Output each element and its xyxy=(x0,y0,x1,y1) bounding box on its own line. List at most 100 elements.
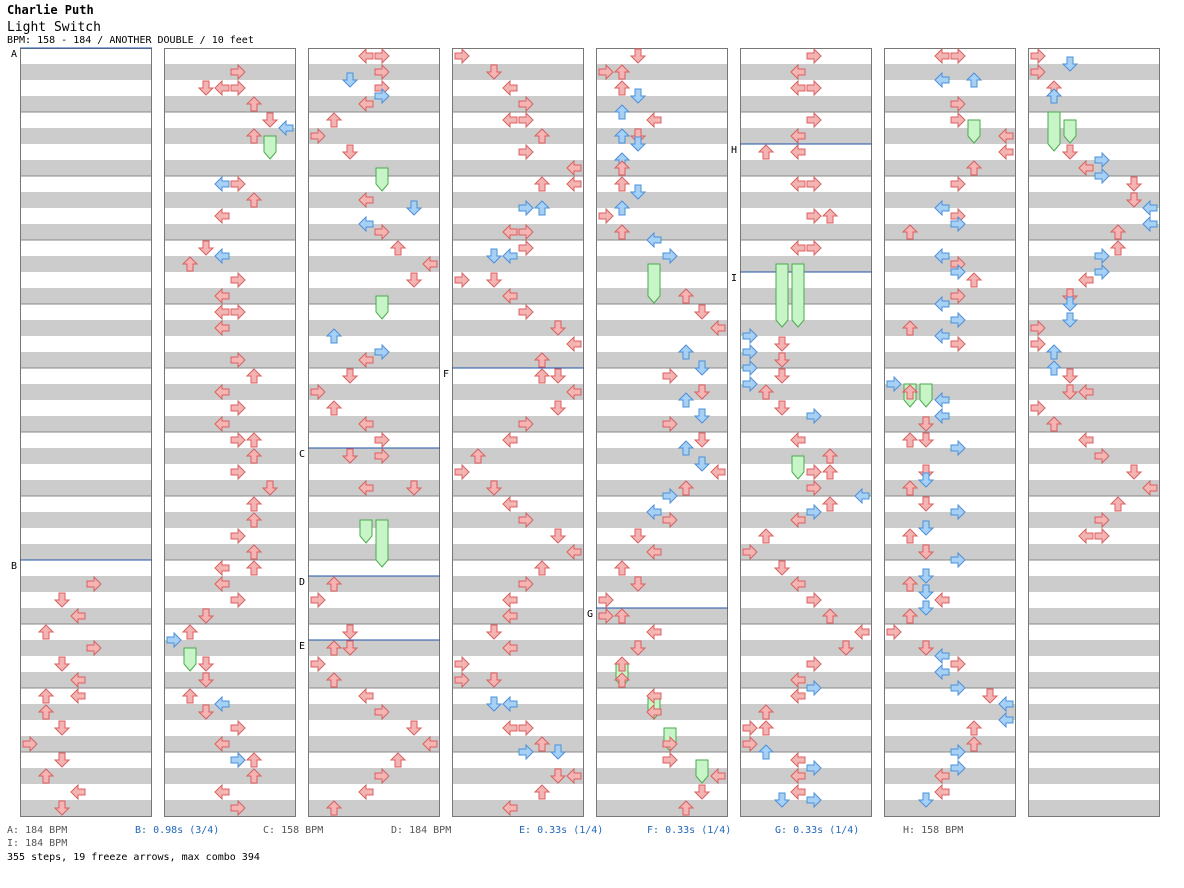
beat-stripe xyxy=(884,576,1016,592)
step-arrow xyxy=(197,704,215,720)
step-arrow xyxy=(245,752,263,768)
step-arrow xyxy=(518,575,534,593)
beat-stripe xyxy=(164,512,296,528)
step-arrow xyxy=(1109,496,1127,512)
step-arrow xyxy=(806,479,822,497)
step-arrow xyxy=(790,127,806,145)
step-arrow xyxy=(341,72,359,88)
step-arrow xyxy=(278,119,294,137)
step-arrow xyxy=(518,223,534,241)
step-arrow xyxy=(1061,312,1079,328)
step-arrow xyxy=(629,640,647,656)
step-arrow xyxy=(518,511,534,529)
step-arrow xyxy=(1078,527,1094,545)
step-arrow xyxy=(1030,319,1046,337)
step-arrow xyxy=(901,384,919,400)
beat-stripe xyxy=(164,576,296,592)
beat-stripe xyxy=(308,576,440,592)
step-arrow xyxy=(1094,247,1110,265)
beat-stripe xyxy=(20,128,152,144)
step-arrow xyxy=(1094,167,1110,185)
step-arrow xyxy=(405,272,423,288)
speed-marker-label: D xyxy=(299,577,305,588)
beat-stripe xyxy=(740,160,872,176)
step-arrow xyxy=(950,311,966,329)
step-arrow xyxy=(70,671,86,689)
beat-stripe xyxy=(164,640,296,656)
step-arrow xyxy=(214,735,230,753)
footer-d: D: 184 BPM xyxy=(391,825,452,836)
beat-stripe xyxy=(740,320,872,336)
beat-stripe xyxy=(1028,544,1160,560)
step-arrow xyxy=(374,79,390,97)
beat-stripe xyxy=(308,448,440,464)
beat-stripe xyxy=(884,800,1016,816)
chart-column xyxy=(452,48,584,817)
beat-stripe xyxy=(20,704,152,720)
footer-c: C: 158 BPM xyxy=(263,825,324,836)
step-arrow xyxy=(37,688,55,704)
step-arrow xyxy=(310,383,326,401)
beat-stripe xyxy=(596,480,728,496)
beat-stripe xyxy=(596,576,728,592)
step-arrow xyxy=(677,480,695,496)
beat-stripe xyxy=(164,736,296,752)
step-arrow xyxy=(374,447,390,465)
step-arrow xyxy=(230,351,246,369)
chart-info: BPM: 158 - 184 / ANOTHER DOUBLE / 10 fee… xyxy=(7,35,254,46)
step-arrow xyxy=(214,247,230,265)
beat-stripe xyxy=(740,384,872,400)
step-arrow xyxy=(917,792,935,808)
step-arrow xyxy=(358,215,374,233)
step-arrow xyxy=(806,679,822,697)
beat-stripe xyxy=(20,672,152,688)
beat-stripe xyxy=(884,768,1016,784)
freeze-arrow xyxy=(775,263,789,328)
step-arrow xyxy=(742,719,758,737)
beat-stripe xyxy=(20,256,152,272)
beat-stripe xyxy=(164,544,296,560)
beat-stripe xyxy=(884,704,1016,720)
step-arrow xyxy=(181,688,199,704)
step-arrow xyxy=(86,575,102,593)
beat-stripe xyxy=(596,96,728,112)
step-arrow xyxy=(646,703,662,721)
step-arrow xyxy=(598,591,614,609)
beat-stripe xyxy=(452,416,584,432)
step-arrow xyxy=(533,368,551,384)
beat-stripe xyxy=(20,224,152,240)
step-arrow xyxy=(230,271,246,289)
beat-stripe xyxy=(740,608,872,624)
beat-stripe xyxy=(164,224,296,240)
step-arrow xyxy=(1078,159,1094,177)
step-arrow xyxy=(1094,511,1110,529)
step-arrow xyxy=(806,111,822,129)
step-arrow xyxy=(230,79,246,97)
step-arrow xyxy=(806,759,822,777)
beat-stripe xyxy=(884,320,1016,336)
beat-stripe xyxy=(20,352,152,368)
step-arrow xyxy=(245,368,263,384)
beat-stripe xyxy=(452,800,584,816)
footer-i: I: 184 BPM xyxy=(7,838,68,849)
step-arrow xyxy=(965,72,983,88)
step-arrow xyxy=(358,351,374,369)
step-arrow xyxy=(1094,527,1110,545)
step-arrow xyxy=(358,479,374,497)
step-arrow xyxy=(1125,192,1143,208)
beat-stripe xyxy=(308,384,440,400)
step-arrow xyxy=(693,360,711,376)
beat-stripe xyxy=(164,96,296,112)
step-arrow xyxy=(646,543,662,561)
step-arrow xyxy=(629,184,647,200)
beat-stripe xyxy=(740,544,872,560)
speed-marker-label: H xyxy=(731,145,737,156)
step-arrow xyxy=(934,295,950,313)
beat-stripe xyxy=(452,704,584,720)
beat-stripe xyxy=(1028,672,1160,688)
step-arrow xyxy=(230,751,246,769)
beat-stripe xyxy=(308,640,440,656)
step-arrow xyxy=(901,432,919,448)
beat-stripe xyxy=(20,64,152,80)
step-arrow xyxy=(821,464,839,480)
